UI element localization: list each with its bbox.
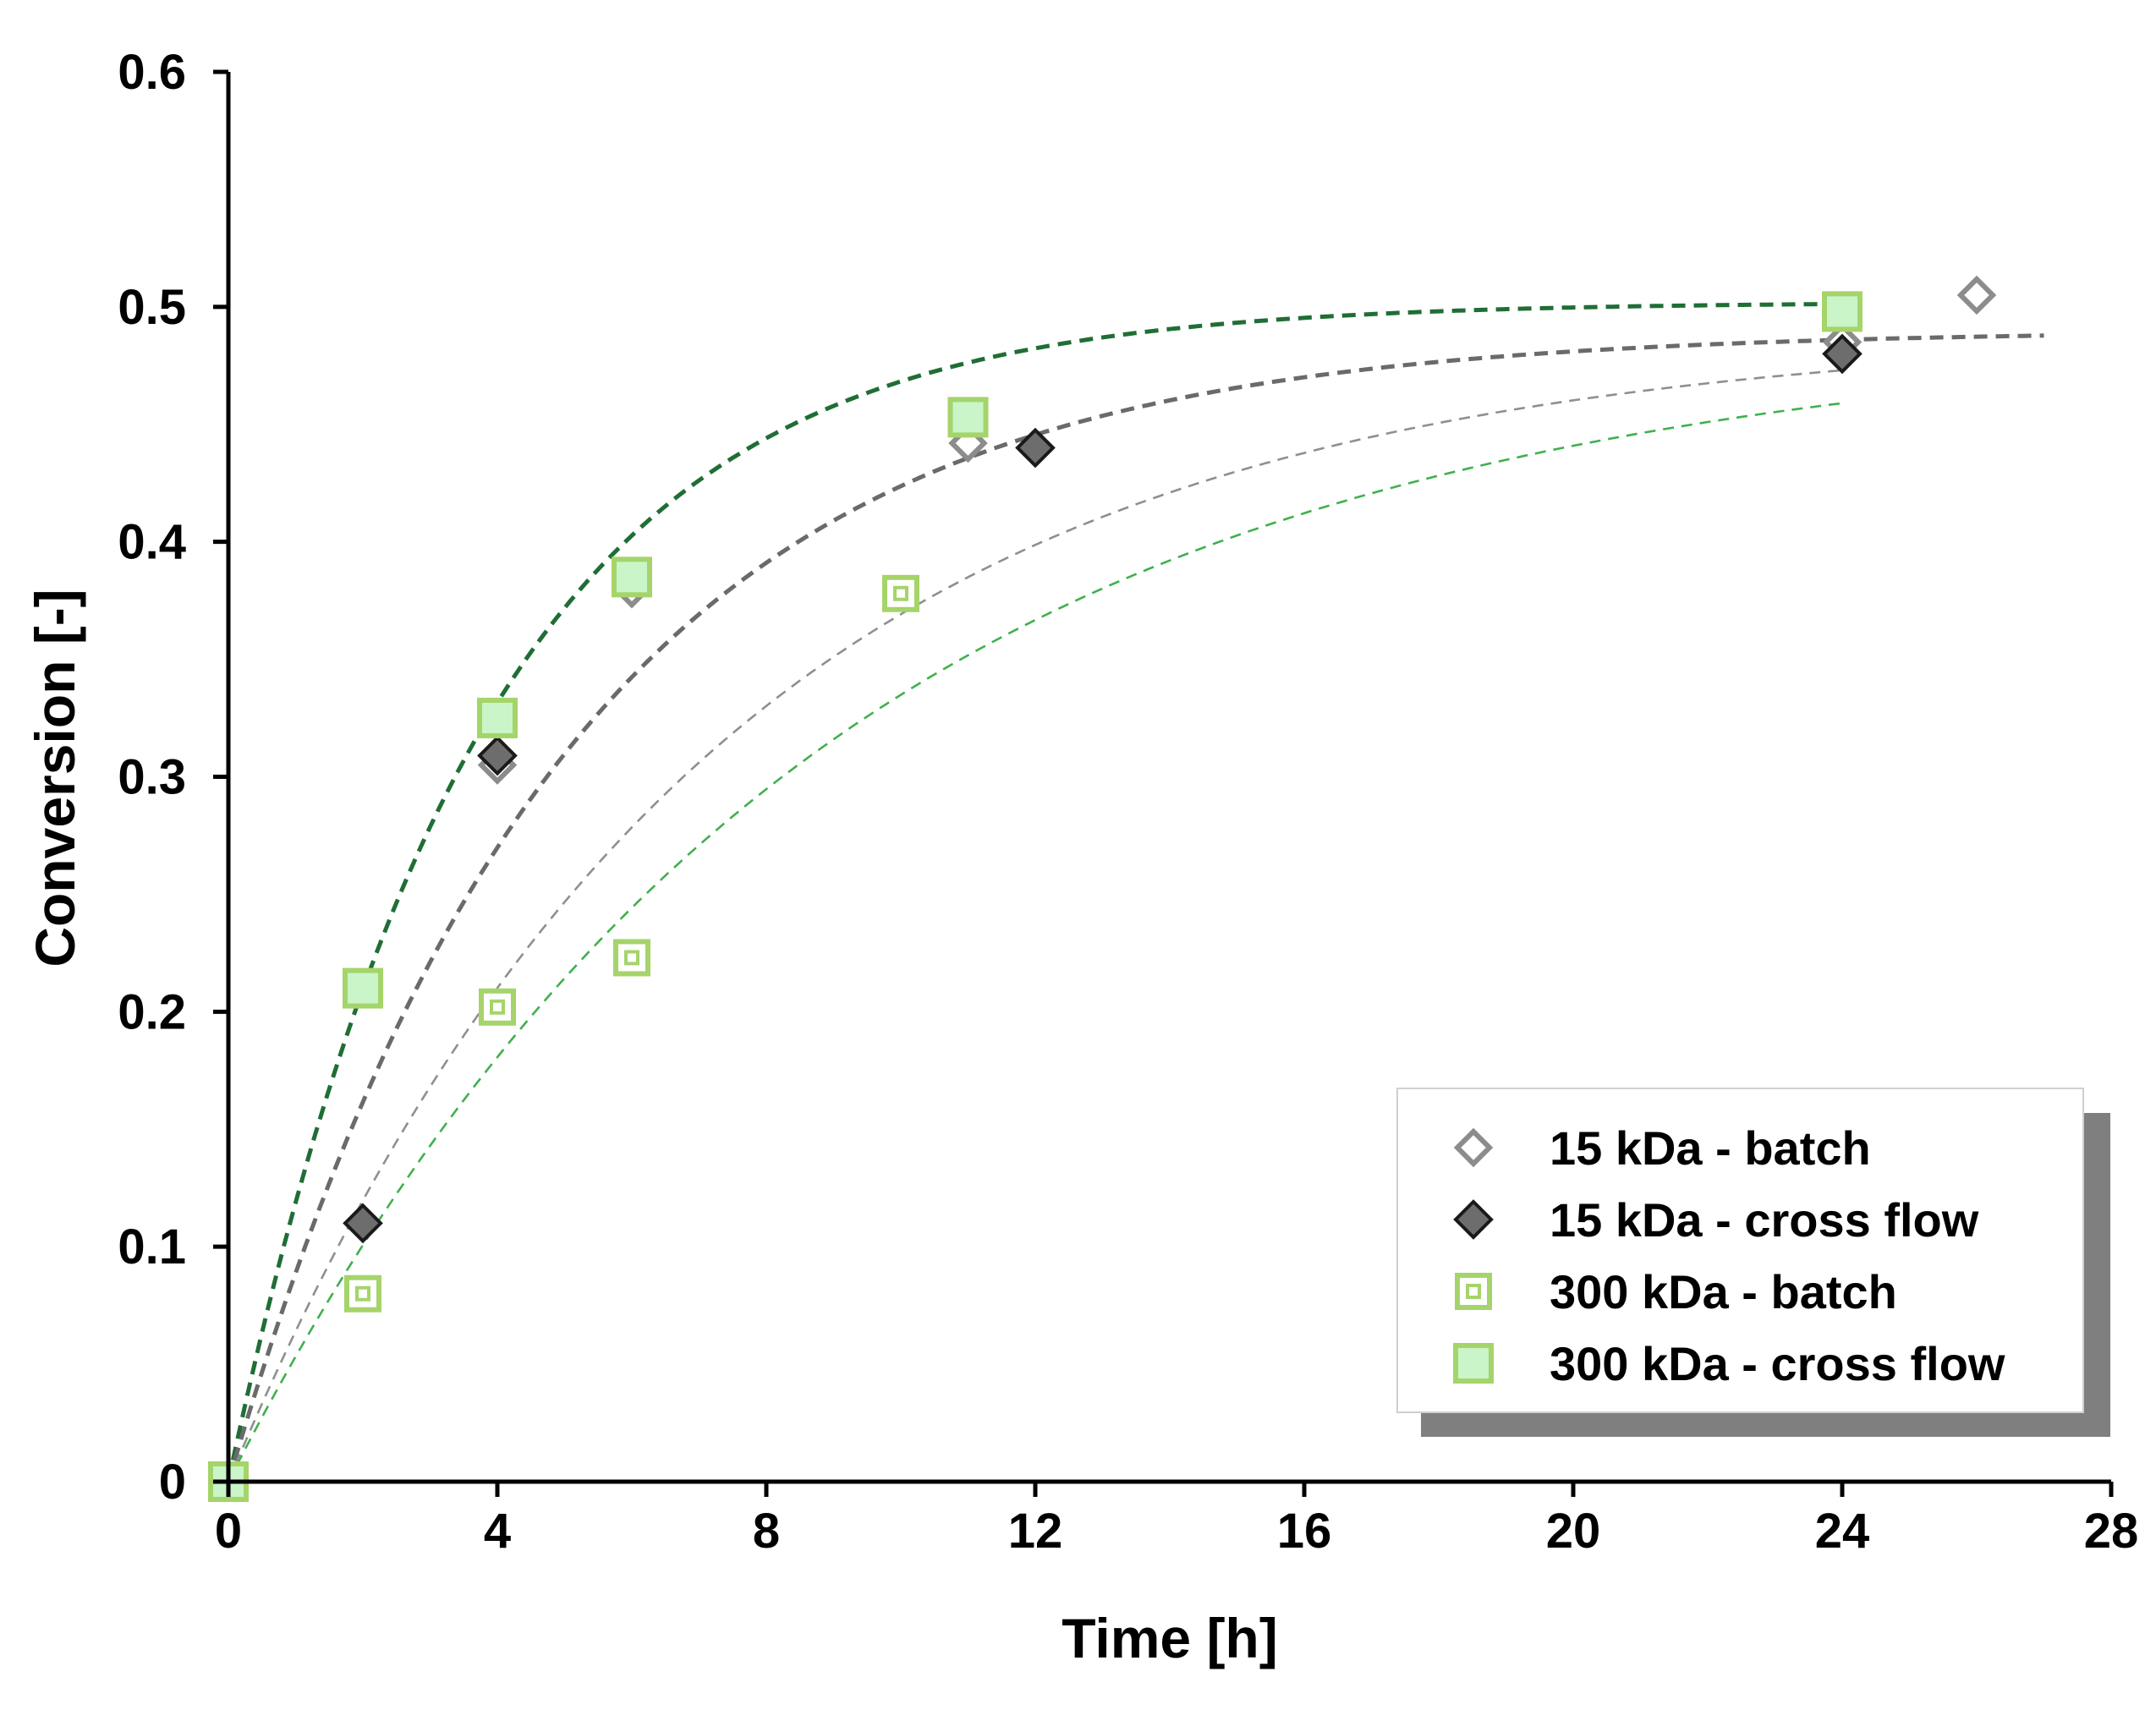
legend-label: 15 kDa - batch xyxy=(1550,1121,1871,1175)
data-point xyxy=(613,939,650,977)
legend-marker xyxy=(1455,1273,1492,1310)
y-tick-label: 0.3 xyxy=(118,750,186,805)
fit-curve xyxy=(226,301,1843,1483)
data-point xyxy=(477,735,518,776)
data-point xyxy=(1015,427,1056,469)
y-tick-label: 0.1 xyxy=(118,1219,186,1274)
data-point xyxy=(1822,333,1862,375)
x-tick-label: 28 xyxy=(2084,1504,2139,1559)
fit-curve xyxy=(227,369,1843,1483)
data-point xyxy=(1822,291,1862,332)
legend-marker xyxy=(1453,1199,1494,1240)
y-tick-label: 0.5 xyxy=(118,280,186,335)
data-point xyxy=(343,1203,383,1244)
data-point xyxy=(479,988,516,1026)
data-point xyxy=(477,698,518,739)
y-tick-label: 0 xyxy=(159,1455,186,1510)
legend-label: 300 kDa - batch xyxy=(1550,1265,1897,1318)
fit-curve xyxy=(227,402,1843,1483)
data-point xyxy=(343,967,383,1009)
x-tick-label: 8 xyxy=(753,1504,780,1559)
x-tick-label: 20 xyxy=(1546,1504,1601,1559)
data-markers xyxy=(208,275,1997,1502)
legend-marker xyxy=(1453,1343,1494,1384)
legend: 15 kDa - batch 15 kDa - cross flow 300 kDa… xyxy=(1396,1088,2110,1437)
y-tick-label: 0.4 xyxy=(118,515,186,570)
x-axis-label: Time [h] xyxy=(1062,1607,1277,1669)
legend-marker xyxy=(1453,1127,1494,1168)
data-point xyxy=(882,574,919,612)
x-tick-label: 0 xyxy=(215,1504,242,1559)
y-ticks: 0 0.1 0.2 0.3 0.4 0.5 0.6 xyxy=(118,45,228,1510)
x-tick-label: 24 xyxy=(1815,1504,1870,1559)
x-tick-label: 16 xyxy=(1277,1504,1332,1559)
fit-curves xyxy=(226,301,2044,1483)
y-axis-label: Conversion [-] xyxy=(24,589,86,967)
x-tick-label: 4 xyxy=(484,1504,511,1559)
data-point xyxy=(947,397,989,438)
legend-label: 15 kDa - cross flow xyxy=(1550,1193,1979,1247)
data-point xyxy=(612,556,652,598)
data-point xyxy=(1956,275,1997,315)
legend-box xyxy=(1396,1088,2084,1413)
data-point xyxy=(344,1274,381,1313)
y-tick-label: 0.6 xyxy=(118,45,186,100)
fit-curve xyxy=(226,333,2044,1483)
x-ticks: 0 4 8 12 16 20 24 28 xyxy=(215,1482,2138,1559)
legend-label: 300 kDa - cross flow xyxy=(1550,1337,2005,1390)
x-tick-label: 12 xyxy=(1008,1504,1063,1559)
y-tick-label: 0.2 xyxy=(118,984,186,1039)
